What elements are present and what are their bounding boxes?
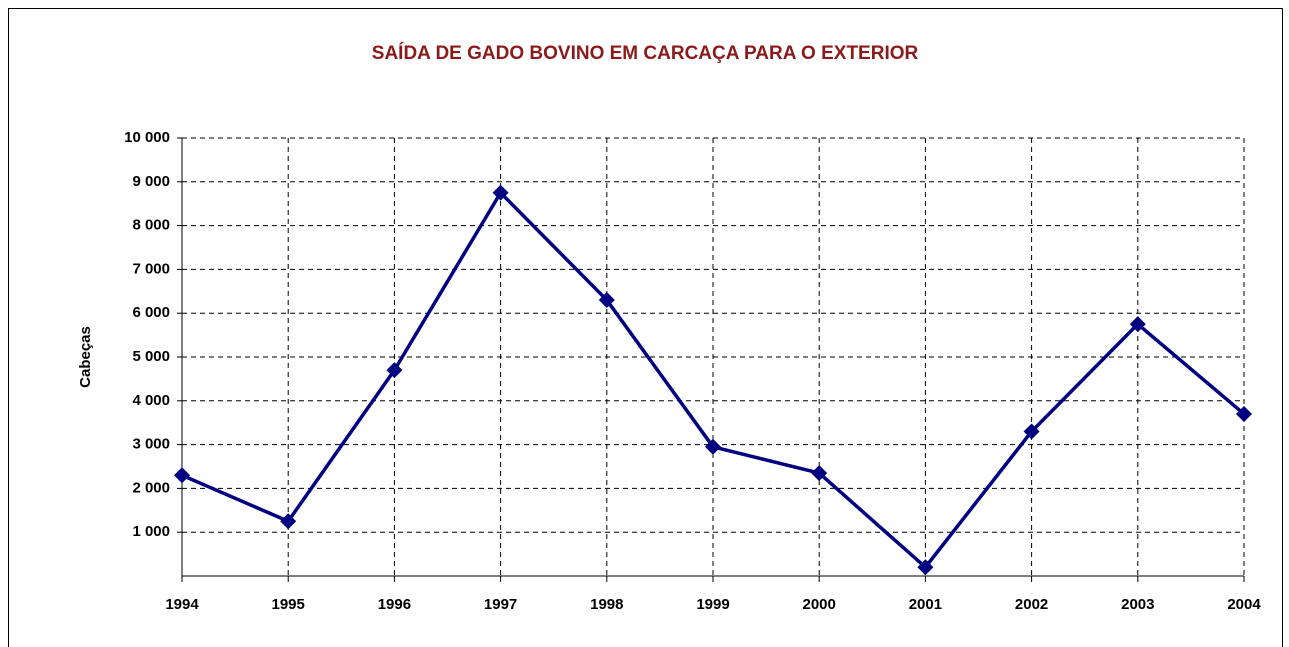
data-point — [492, 184, 509, 201]
data-point — [1023, 423, 1040, 440]
y-tick-label: 6 000 — [132, 304, 170, 321]
x-tick-label: 1998 — [590, 596, 623, 613]
data-point — [811, 465, 828, 482]
x-tick-label: 2000 — [803, 596, 836, 613]
y-tick-label: 3 000 — [132, 436, 170, 453]
y-axis-label: Cabeças — [77, 326, 94, 388]
y-tick-label: 4 000 — [132, 392, 170, 409]
y-tick-label: 9 000 — [132, 173, 170, 190]
y-tick-label: 8 000 — [132, 217, 170, 234]
chart-title: SAÍDA DE GADO BOVINO EM CARCAÇA PARA O E… — [372, 42, 919, 64]
data-point — [174, 467, 190, 484]
data-point — [917, 559, 934, 576]
x-tick-label: 1996 — [378, 596, 411, 613]
x-tick-label: 1997 — [484, 596, 517, 613]
y-tick-label: 2 000 — [132, 479, 170, 496]
x-tick-label: 1999 — [696, 596, 729, 613]
x-tick-label: 2003 — [1121, 596, 1154, 613]
y-tick-label: 10 000 — [124, 129, 170, 146]
y-tick-label: 5 000 — [132, 348, 170, 365]
data-point — [280, 513, 297, 530]
y-tick-label: 7 000 — [132, 260, 170, 277]
x-tick-label: 2002 — [1015, 596, 1048, 613]
x-tick-label: 1994 — [165, 596, 199, 613]
data-point — [705, 438, 721, 455]
x-tick-label: 1995 — [272, 596, 305, 613]
chart-frame — [8, 8, 1283, 647]
y-tick-label: 1 000 — [132, 523, 170, 540]
data-point — [386, 362, 403, 379]
data-point — [1236, 405, 1252, 422]
data-point — [598, 292, 615, 309]
x-tick-label: 2001 — [909, 596, 942, 613]
x-tick-label: 2004 — [1227, 596, 1261, 613]
data-point — [1129, 316, 1146, 333]
